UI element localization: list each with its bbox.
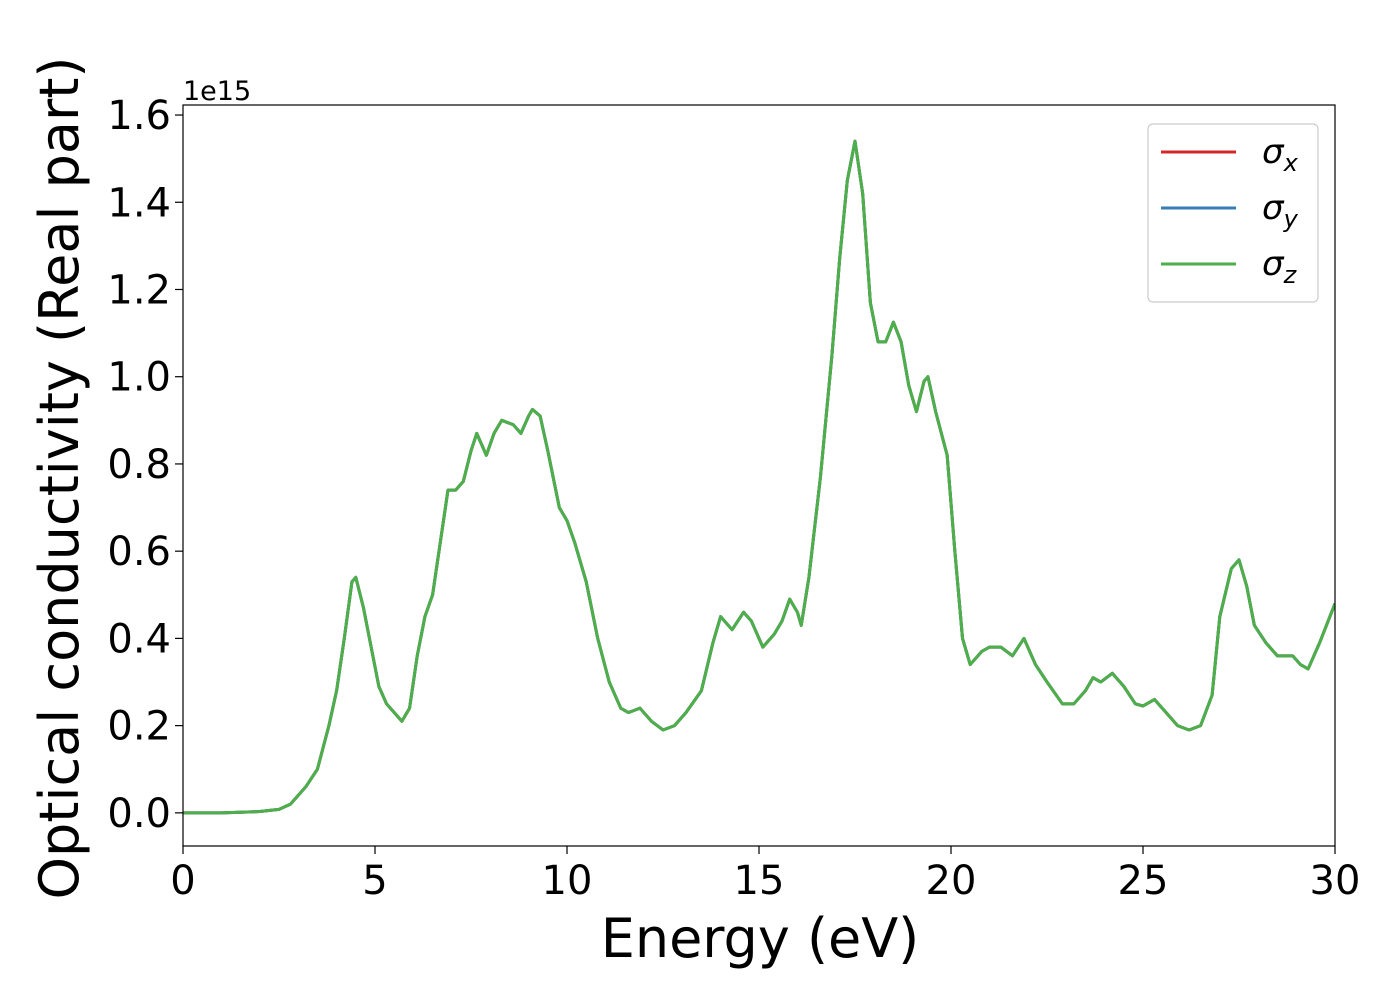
line (183, 139, 1335, 815)
y-tick-label: 1.6 (107, 93, 171, 139)
y-tick-label: 1.4 (107, 180, 171, 226)
legend-label: σz (1262, 244, 1298, 289)
x-tick-label: 15 (734, 858, 785, 904)
x-tick-label: 0 (170, 858, 195, 904)
x-tick-label: 20 (926, 858, 977, 904)
legend-label: σx (1262, 132, 1299, 177)
y-tick-label: 0.0 (107, 791, 171, 837)
x-tick-label: 5 (362, 858, 387, 904)
x-tick-label: 25 (1118, 858, 1169, 904)
x-axis-label: Energy (eV) (601, 907, 920, 970)
x-tick-label: 30 (1310, 858, 1361, 904)
y-axis-label: Optical conductivity (Real part) (28, 57, 91, 900)
y-tick-label: 0.2 (107, 704, 171, 750)
legend: σx σy σz (1147, 123, 1319, 303)
y-offset-label: 1e15 (183, 76, 251, 107)
y-tick-label: 1.2 (107, 267, 171, 313)
y-tick-label: 0.4 (107, 616, 171, 662)
legend-box (1147, 123, 1319, 303)
y-tick-label: 0.8 (107, 442, 171, 488)
x-tick-label: 10 (542, 858, 593, 904)
y-tick-label: 1.0 (107, 355, 171, 401)
plot-area (183, 105, 1335, 846)
y-tick-label: 0.6 (107, 529, 171, 575)
legend-label: σy (1262, 188, 1299, 233)
